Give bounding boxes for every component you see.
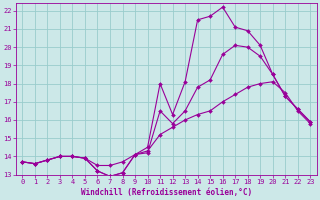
X-axis label: Windchill (Refroidissement éolien,°C): Windchill (Refroidissement éolien,°C) (81, 188, 252, 197)
